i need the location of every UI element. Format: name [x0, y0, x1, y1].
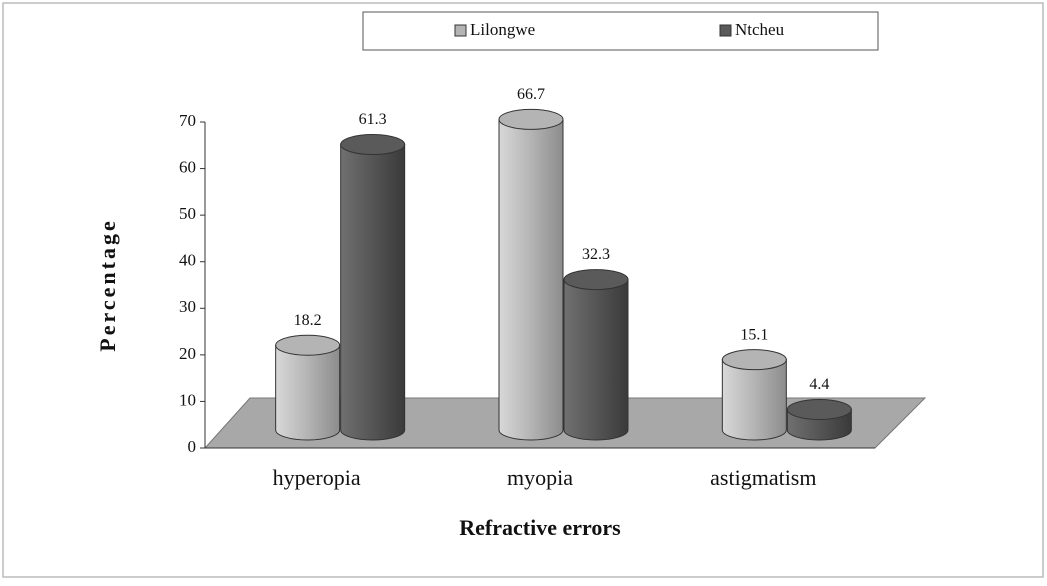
bar	[275, 344, 341, 441]
legend-box	[362, 11, 879, 51]
y-tick-label: 0	[188, 437, 197, 456]
bar-top	[498, 108, 564, 130]
legend-swatch	[719, 24, 732, 37]
y-tick-label: 30	[179, 297, 196, 316]
y-tick-label: 40	[179, 251, 196, 270]
bar-top	[721, 349, 787, 371]
value-label: 66.7	[517, 86, 545, 103]
legend-label: Lilongwe	[470, 20, 535, 39]
value-label: 4.4	[809, 376, 829, 393]
bar-top	[340, 134, 406, 156]
y-tick-label: 10	[179, 390, 196, 409]
x-tick-label: myopia	[507, 465, 573, 490]
bar-top	[563, 269, 629, 291]
x-axis-title: Refractive errors	[459, 515, 621, 540]
x-tick-label: hyperopia	[273, 465, 361, 490]
bar	[340, 144, 406, 441]
bar	[721, 359, 787, 441]
legend-swatch	[454, 24, 467, 37]
y-tick-label: 50	[179, 204, 196, 223]
bar	[563, 279, 629, 441]
y-axis-title: Percentage	[95, 218, 120, 351]
value-label: 18.2	[294, 312, 322, 329]
value-label: 15.1	[740, 326, 768, 343]
y-tick-label: 70	[179, 111, 196, 130]
x-tick-label: astigmatism	[710, 465, 816, 490]
bar-top	[275, 334, 341, 356]
legend-label: Ntcheu	[735, 20, 785, 39]
value-label: 32.3	[582, 246, 610, 263]
bar-top	[786, 399, 852, 421]
value-label: 61.3	[359, 111, 387, 128]
y-tick-label: 20	[179, 344, 196, 363]
bar	[498, 118, 564, 441]
y-tick-label: 60	[179, 157, 196, 176]
